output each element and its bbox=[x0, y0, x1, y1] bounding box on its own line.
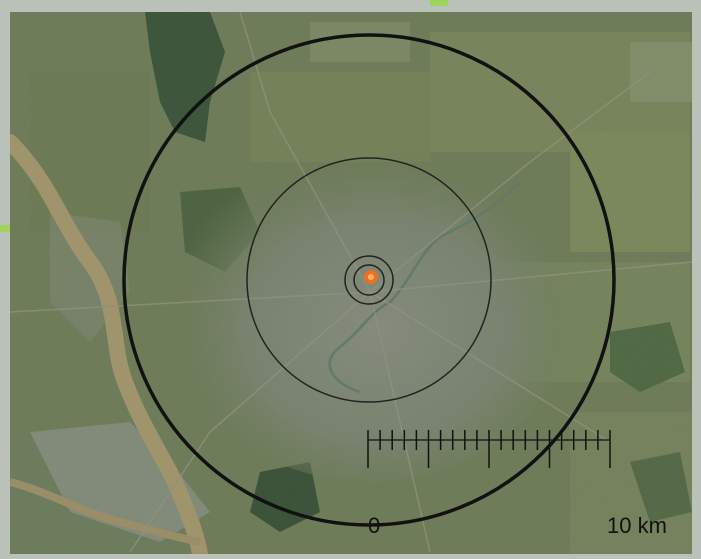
frame-edge-marker-left bbox=[0, 225, 12, 232]
map-canvas[interactable] bbox=[10, 12, 692, 554]
range-ring-middle bbox=[246, 157, 492, 403]
center-marker-core bbox=[368, 274, 374, 280]
frame-edge-marker-top bbox=[430, 0, 448, 6]
scale-bar bbox=[367, 430, 611, 468]
satellite-map[interactable]: 0 10 km bbox=[10, 12, 692, 554]
scale-label-end: 10 km bbox=[607, 513, 667, 538]
range-ring-inner bbox=[344, 255, 394, 305]
range-ring-outer bbox=[122, 33, 616, 527]
terrain-texture bbox=[10, 12, 692, 554]
range-ring-innermost bbox=[353, 264, 385, 296]
scale-label-start: 0 bbox=[368, 513, 381, 538]
